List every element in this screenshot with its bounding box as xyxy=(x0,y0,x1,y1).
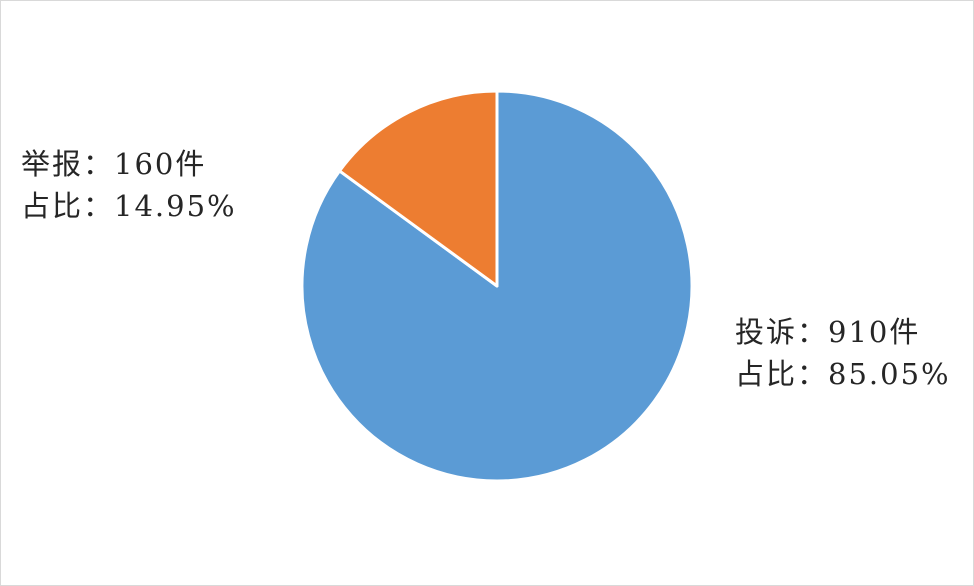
label-report: 举报：160件 占比：14.95% xyxy=(21,143,237,227)
label-report-percent: 占比：14.95% xyxy=(21,189,237,223)
label-complaint-count: 投诉：910件 xyxy=(735,315,921,349)
label-complaint-percent: 占比：85.05% xyxy=(735,357,951,391)
pie-slice-1 xyxy=(338,89,499,288)
label-complaint: 投诉：910件 占比：85.05% xyxy=(735,311,951,395)
label-report-count: 举报：160件 xyxy=(21,147,207,181)
